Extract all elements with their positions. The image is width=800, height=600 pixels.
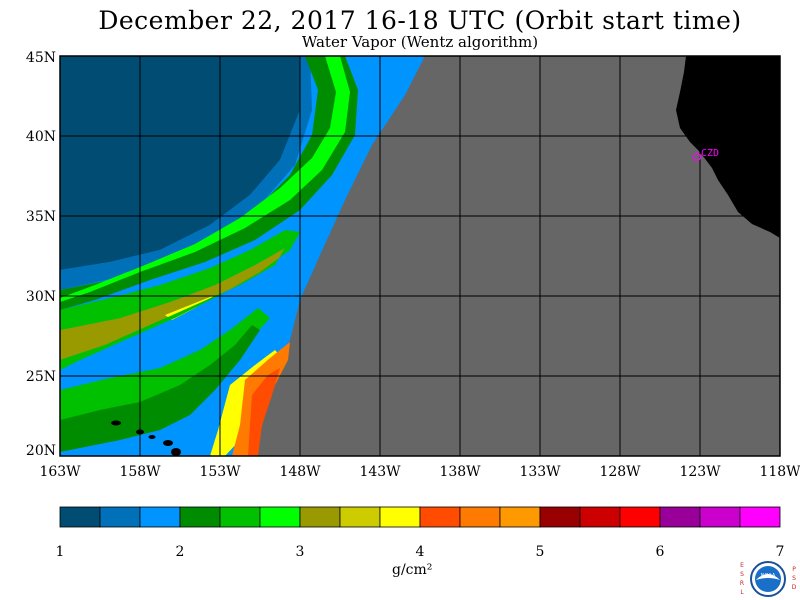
lat-label: 45N	[26, 50, 56, 66]
lon-label: 118W	[759, 464, 800, 480]
colorbar-tick-label: 5	[536, 544, 545, 560]
colorbar-swatch	[739, 506, 781, 528]
lon-axis: 163W 158W 153W 148W 143W 138W 133W 128W …	[39, 464, 800, 480]
lon-label: 163W	[39, 464, 81, 480]
colorbar-swatch	[699, 506, 741, 528]
colorbar-swatch	[139, 506, 181, 528]
logo-letter: R	[740, 580, 744, 587]
colorbar-tick-label: 1	[56, 544, 65, 560]
lon-label: 143W	[359, 464, 401, 480]
logo-letter: L	[740, 589, 744, 596]
moist-orange-dark	[248, 368, 280, 456]
lon-label: 123W	[679, 464, 721, 480]
colorbar-tick-label: 7	[776, 544, 785, 560]
colorbar-swatch	[259, 506, 301, 528]
logo-letter: E	[740, 562, 744, 569]
lat-label: 35N	[26, 209, 56, 225]
band-green-lower	[60, 230, 300, 370]
plume-core	[60, 248, 285, 360]
colorbar-swatch	[179, 506, 221, 528]
lat-label: 30N	[26, 289, 56, 305]
colorbar-swatch	[659, 506, 701, 528]
lon-label: 153W	[199, 464, 241, 480]
band-darkgreen-south	[60, 325, 260, 452]
colorbar	[59, 506, 781, 528]
colorbar-swatch	[419, 506, 461, 528]
water-vapor-field	[60, 56, 780, 456]
colorbar-swatch	[299, 506, 341, 528]
lon-label: 128W	[599, 464, 641, 480]
colorbar-ticks: 1 2 3 4 5 6 7	[56, 544, 785, 560]
colorbar-units: g/cm²	[392, 562, 433, 578]
logo-letter: S	[740, 571, 744, 578]
colorbar-tick-label: 2	[176, 544, 185, 560]
colorbar-swatch	[339, 506, 381, 528]
logo-letter: D	[792, 584, 797, 591]
colorbar-tick-label: 6	[656, 544, 665, 560]
hawaii-island	[111, 420, 121, 426]
lat-axis: 45N 40N 35N 30N 25N 20N	[26, 50, 56, 459]
graticule	[60, 56, 780, 456]
colorbar-swatch	[499, 506, 541, 528]
colorbar-swatch	[619, 506, 661, 528]
colorbar-swatch	[379, 506, 421, 528]
lon-label: 158W	[119, 464, 161, 480]
station-marker: CZD	[692, 148, 719, 162]
band-brightgreen-upper	[60, 56, 350, 302]
colorbar-tick-label: 3	[296, 544, 305, 560]
colorbar-swatch	[219, 506, 261, 528]
lat-label: 20N	[26, 443, 56, 459]
hawaii-island	[171, 448, 181, 456]
colorbar-swatch	[99, 506, 141, 528]
noaa-logo: NOAA E S R L P S D	[736, 558, 800, 600]
map-frame	[59, 55, 781, 457]
logo-letter: P	[792, 566, 796, 573]
hawaii-island	[163, 440, 173, 446]
colorbar-swatch	[459, 506, 501, 528]
colorbar-swatch	[579, 506, 621, 528]
station-circle	[692, 152, 702, 162]
logo-letter: S	[792, 575, 796, 582]
lon-label: 138W	[439, 464, 481, 480]
station-label: CZD	[701, 148, 719, 159]
band-medium-blue	[60, 56, 312, 290]
lat-label: 40N	[26, 129, 56, 145]
colorbar-swatch	[539, 506, 581, 528]
hawaii-island	[148, 435, 156, 439]
colorbar-tick-label: 4	[416, 544, 425, 560]
lat-label: 25N	[26, 369, 56, 385]
lon-label: 148W	[279, 464, 321, 480]
noaa-logo-graphic: NOAA E S R L P S D	[740, 561, 797, 597]
chart-title: December 22, 2017 16-18 UTC (Orbit start…	[98, 6, 742, 35]
chart-subtitle: Water Vapor (Wentz algorithm)	[301, 33, 539, 51]
colorbar-swatch	[59, 506, 101, 528]
land-coast	[676, 56, 780, 238]
lon-label: 133W	[519, 464, 561, 480]
svg-text:NOAA: NOAA	[761, 573, 776, 579]
